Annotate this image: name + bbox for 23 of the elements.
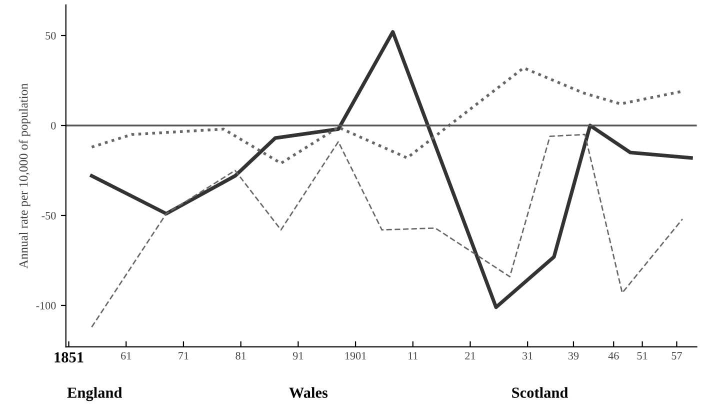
x-tick-label: 61 [121, 352, 132, 360]
y-tick-label: -100 [36, 302, 56, 310]
x-tick-label: 51 [637, 352, 648, 360]
x-tick-label: 46 [608, 352, 619, 360]
x-tick-label: 57 [672, 352, 682, 360]
x-tick-label: 39 [568, 352, 579, 360]
x-tick-label: 71 [178, 352, 188, 360]
line-series [90, 30, 693, 310]
x-tick-label: 91 [292, 352, 304, 360]
line-series [91, 134, 684, 328]
x-tick-label: 81 [236, 352, 246, 360]
y-tick-label: -50 [42, 212, 56, 220]
text: England [67, 387, 122, 402]
y-axis-title: Annual rate per 10,000 of population [18, 83, 30, 268]
x-tick-label: 11 [408, 352, 418, 360]
text: Scotland [512, 387, 568, 398]
y-tick-label: 50 [46, 32, 56, 40]
text: Wales [289, 387, 328, 398]
x-tick-label: 21 [465, 352, 476, 360]
x-tick-label: 1851 [54, 352, 84, 362]
x-tick-label: 1901 [345, 352, 366, 360]
y-tick-label: 0 [51, 122, 56, 130]
x-tick-label: 31 [522, 352, 532, 360]
